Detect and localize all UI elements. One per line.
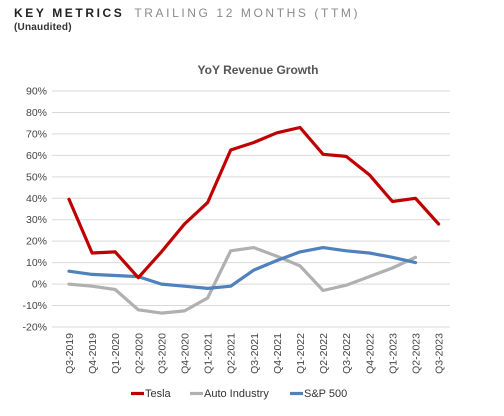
x-tick-label: Q3-2019 <box>64 333 76 374</box>
legend-label: Tesla <box>145 388 172 400</box>
x-tick-label: Q3-2023 <box>434 333 446 374</box>
x-tick-label: Q4-2020 <box>180 333 192 374</box>
header-note: (Unaudited) <box>14 22 72 33</box>
y-tick-label: 70% <box>26 128 47 140</box>
grid-lines <box>52 90 450 328</box>
x-tick-label: Q2-2021 <box>226 333 238 374</box>
y-tick-label: 50% <box>26 171 47 183</box>
chart-legend: Tesla Auto Industry S&P 500 <box>131 388 347 400</box>
legend-label: S&P 500 <box>304 388 347 400</box>
y-tick-label: -20% <box>22 322 47 334</box>
y-tick-label: 10% <box>26 257 47 269</box>
x-tick-label: Q2-2022 <box>318 333 330 374</box>
header-title: KEY METRICS <box>14 6 125 20</box>
y-tick-label: 80% <box>26 107 47 119</box>
y-tick-label: 90% <box>26 86 47 98</box>
chart-title: YoY Revenue Growth <box>198 63 319 77</box>
y-tick-label: 0% <box>32 279 47 291</box>
series-lines <box>67 125 441 315</box>
x-tick-label: Q4-2022 <box>364 333 376 374</box>
header-subtitle: TRAILING 12 MONTHS (TTM) <box>134 6 361 20</box>
y-axis-ticks: -20% -10% 0% 10% 20% 30% 40% 50% 60% 70% 80% 90% <box>22 86 47 334</box>
x-tick-label: Q1-2020 <box>110 333 122 374</box>
x-tick-label: Q2-2020 <box>133 333 145 374</box>
x-tick-label: Q3-2021 <box>249 333 261 374</box>
y-tick-label: 30% <box>26 214 47 226</box>
x-tick-label: Q1-2021 <box>203 333 215 374</box>
y-tick-label: -10% <box>22 300 47 312</box>
page-header: KEY METRICS TRAILING 12 MONTHS (TTM) (Un… <box>14 6 360 33</box>
x-tick-label: Q4-2019 <box>87 333 99 374</box>
y-tick-label: 40% <box>26 193 47 205</box>
series-line-auto-industry <box>67 246 418 315</box>
x-tick-label: Q4-2021 <box>272 333 284 374</box>
x-axis-ticks: Q3-2019 Q4-2019 Q1-2020 Q2-2020 Q3-2020 Q4-20… <box>64 333 446 374</box>
header-title-line: KEY METRICS TRAILING 12 MONTHS (TTM) <box>14 6 360 21</box>
legend-label: Auto Industry <box>204 388 269 400</box>
x-tick-label: Q1-2023 <box>387 333 399 374</box>
x-tick-label: Q3-2020 <box>156 333 168 374</box>
series-line-tesla <box>67 125 441 280</box>
y-tick-label: 20% <box>26 236 47 248</box>
x-tick-label: Q1-2022 <box>295 333 307 374</box>
series-line-s-p-500 <box>67 246 418 290</box>
x-tick-label: Q3-2022 <box>341 333 353 374</box>
y-tick-label: 60% <box>26 150 47 162</box>
x-tick-label: Q2-2023 <box>411 333 423 374</box>
